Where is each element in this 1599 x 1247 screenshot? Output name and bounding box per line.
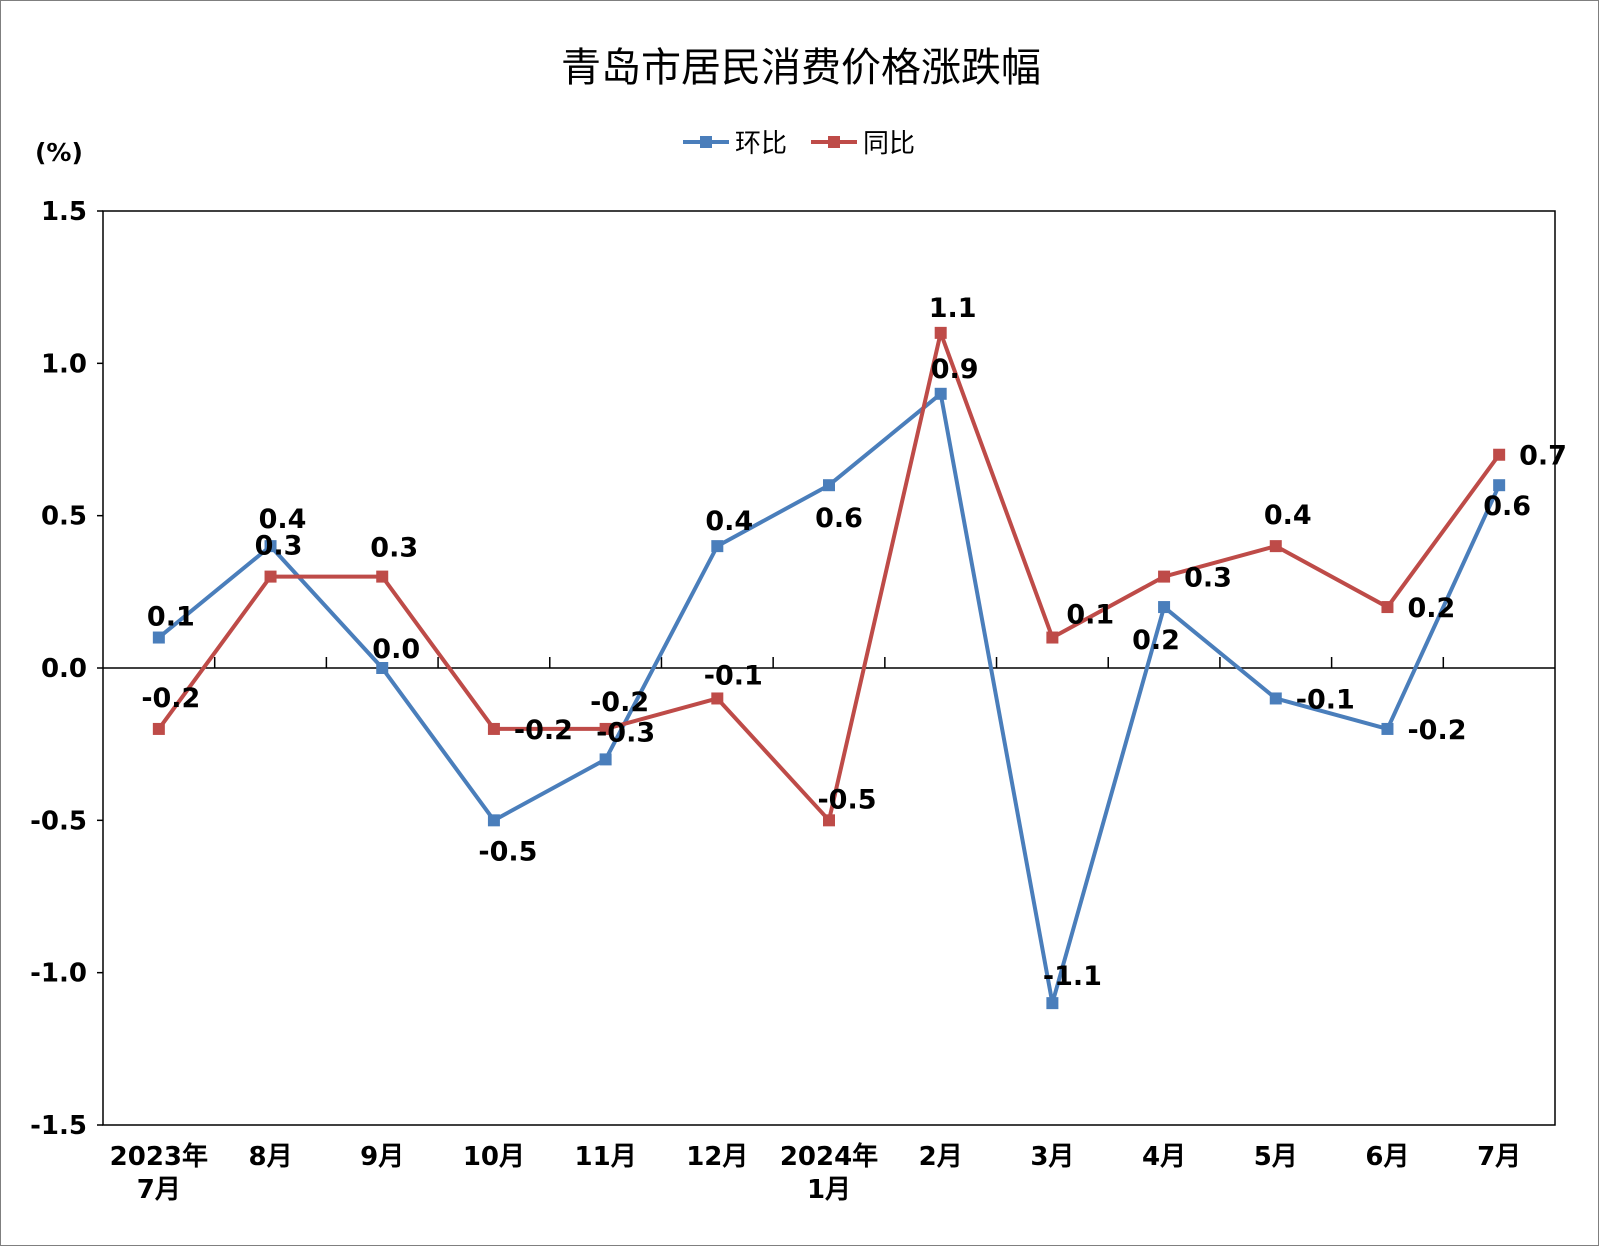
data-point	[1269, 540, 1282, 553]
y-unit-label: (%)	[35, 138, 83, 167]
data-label: -0.2	[514, 715, 573, 746]
data-label: 0.2	[1407, 593, 1455, 624]
data-label: 0.3	[1184, 563, 1232, 594]
y-tick-label: -1.0	[30, 959, 87, 989]
data-point	[1046, 631, 1059, 644]
data-point	[487, 814, 500, 827]
data-label: 0.1	[1066, 600, 1114, 631]
data-point	[1158, 570, 1171, 583]
x-tick-label: 2024年	[780, 1141, 878, 1172]
x-tick-label: 9月	[360, 1142, 404, 1172]
chart-title: 青岛市居民消费价格涨跌幅	[561, 45, 1041, 91]
y-axis-ticks: 1.5 1.0 0.5 0.0 -0.5 -1.0 -1.5	[30, 197, 103, 1141]
data-label: 1.1	[929, 293, 977, 324]
data-label: 0.4	[705, 506, 753, 537]
data-point	[152, 631, 165, 644]
data-point	[1158, 601, 1171, 614]
legend-marker-mom	[700, 136, 712, 148]
data-point	[376, 570, 389, 583]
data-label: 0.3	[370, 533, 418, 564]
data-point	[934, 326, 947, 339]
data-point	[1269, 692, 1282, 705]
x-tick-label: 8月	[248, 1142, 292, 1172]
data-label: -0.1	[1296, 684, 1355, 715]
x-tick-label: 3月	[1030, 1142, 1074, 1172]
data-point	[599, 722, 612, 735]
data-point	[1046, 997, 1059, 1010]
data-label: 0.6	[815, 503, 863, 534]
x-tick-label: 4月	[1142, 1142, 1186, 1172]
data-point	[1381, 601, 1394, 614]
data-point	[934, 387, 947, 400]
data-point	[711, 540, 724, 553]
data-label: 0.3	[255, 531, 303, 562]
y-tick-label: 0.0	[41, 654, 87, 684]
x-tick-label: 11月	[575, 1142, 637, 1172]
x-tick-label: 10月	[463, 1142, 525, 1172]
data-point	[823, 814, 835, 827]
data-point	[599, 753, 612, 766]
x-tick-label: 12月	[686, 1142, 748, 1172]
data-label: 0.2	[1132, 625, 1180, 656]
y-tick-label: -0.5	[30, 806, 87, 836]
x-tick-label: 6月	[1365, 1142, 1409, 1172]
y-tick-label: 1.5	[41, 197, 87, 227]
data-label: 0.6	[1483, 491, 1531, 522]
data-point	[264, 570, 277, 583]
x-tick-label: 2月	[919, 1142, 963, 1172]
data-label: 0.9	[931, 354, 979, 385]
y-tick-label: 1.0	[41, 349, 87, 379]
data-point	[1493, 448, 1506, 461]
data-label: -0.5	[817, 784, 876, 815]
x-tick-label: 5月	[1254, 1142, 1298, 1172]
data-point	[711, 692, 724, 705]
data-label: 0.4	[259, 504, 307, 535]
data-label: 0.1	[147, 602, 195, 633]
data-point	[1381, 722, 1394, 735]
legend-marker-yoy	[828, 136, 840, 148]
data-label: 0.0	[372, 634, 420, 665]
data-point	[823, 479, 835, 492]
data-label: 0.4	[1264, 500, 1312, 531]
y-tick-label: -1.5	[30, 1111, 87, 1141]
series-layer	[152, 326, 1506, 1010]
legend-label-yoy: 同比	[863, 129, 915, 159]
data-point	[376, 662, 389, 674]
legend: 环比 同比	[683, 129, 915, 159]
data-label: -0.3	[596, 717, 655, 748]
data-point	[487, 722, 500, 735]
series-line-yoy	[157, 330, 1501, 823]
data-label: -0.2	[1407, 715, 1466, 746]
data-label: -0.2	[141, 683, 200, 714]
legend-label-mom: 环比	[735, 129, 787, 159]
x-tick-label: 7月	[137, 1175, 181, 1205]
data-label: -1.1	[1043, 961, 1102, 992]
data-point	[1493, 479, 1506, 492]
x-tick-label: 2023年	[110, 1141, 208, 1172]
data-label: -0.1	[704, 660, 763, 691]
data-point	[152, 722, 165, 735]
data-label: -0.5	[478, 836, 537, 867]
data-label: -0.2	[590, 687, 649, 718]
data-labels: 0.1 0.4 0.0 -0.5 -0.3 0.4 0.6 0.9 -1.1 0.2 -0.1 -0.…	[141, 293, 1567, 992]
x-tick-label: 1月	[807, 1175, 851, 1205]
data-label: 0.7	[1519, 441, 1567, 472]
x-tick-label: 7月	[1477, 1142, 1521, 1172]
y-tick-label: 0.5	[41, 502, 87, 532]
data-point	[264, 540, 277, 553]
